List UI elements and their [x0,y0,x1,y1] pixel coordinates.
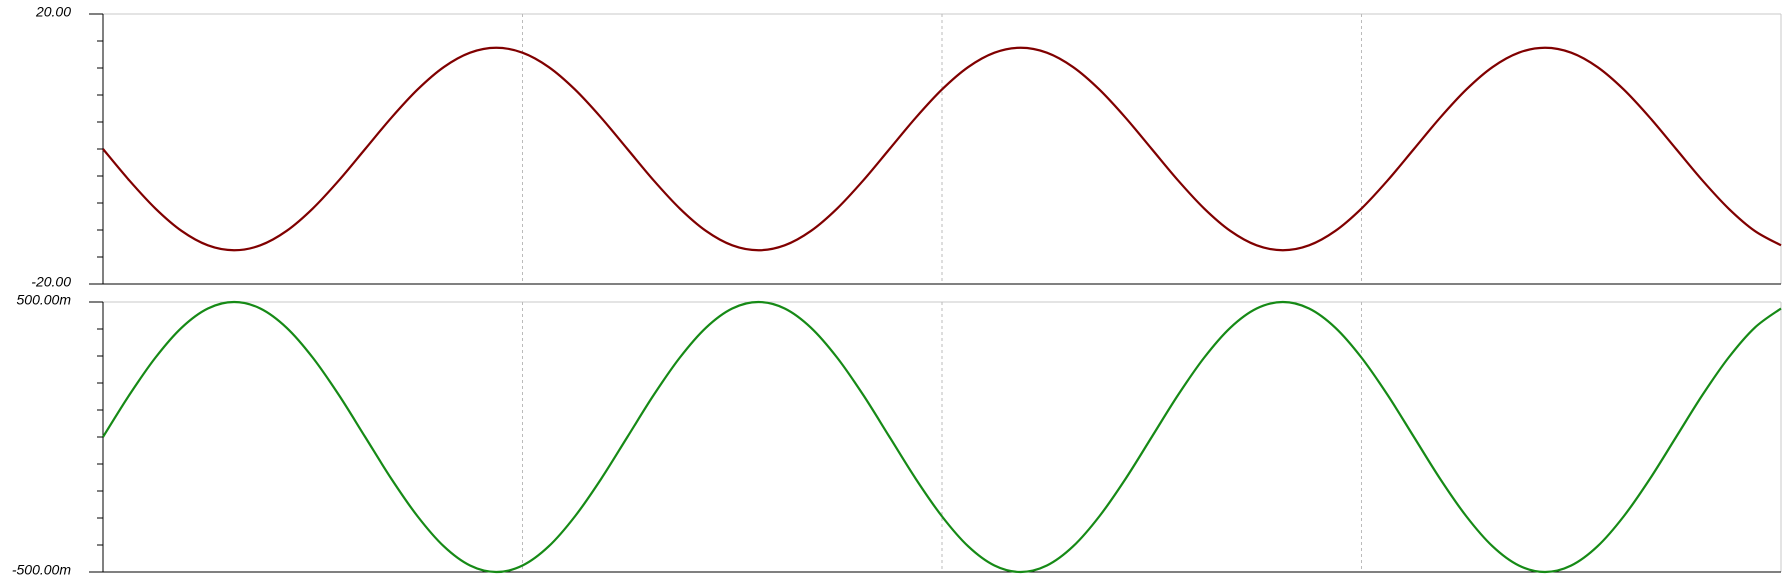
y-tick-label: 500.00m [17,292,72,308]
signal-trace [102,300,1782,574]
signal-trace [102,46,1782,252]
y-tick-label: -500.00m [12,562,71,578]
y-tick-label: -20.00 [31,274,71,290]
y-tick-label: 20.00 [35,4,71,20]
